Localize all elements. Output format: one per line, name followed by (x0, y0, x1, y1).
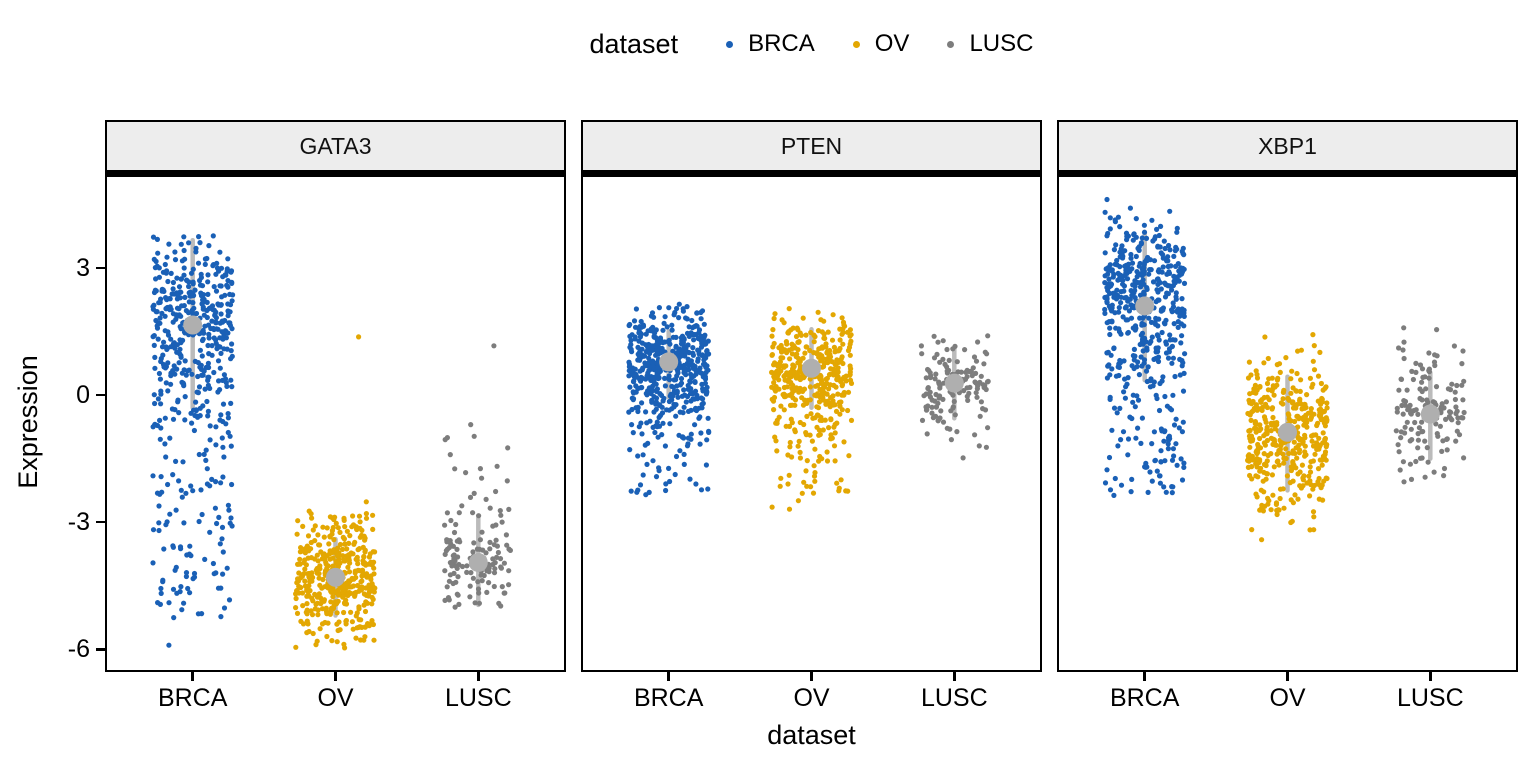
jitter-points-LUSC (918, 333, 991, 461)
x-tick-label: OV (317, 684, 354, 712)
jitter-points-BRCA (150, 233, 236, 648)
x-tick-label: BRCA (1109, 684, 1180, 712)
mean-point-LUSC (1420, 404, 1440, 424)
y-tick-label: 0 (76, 381, 90, 409)
x-tick-label: LUSC (444, 684, 512, 712)
mean-point-OV (1278, 422, 1297, 442)
y-tick-mark (96, 520, 105, 524)
y-tick-label: 3 (76, 253, 90, 282)
panel-canvas (626, 301, 991, 512)
y-tick-label: -6 (67, 635, 90, 664)
x-tick-mark (810, 672, 813, 681)
y-tick-label: -3 (67, 508, 90, 537)
legend-item-BRCA: BRCA (726, 30, 815, 58)
mean-point-LUSC (944, 373, 964, 393)
panel-canvas (150, 233, 513, 651)
panel-XBP1 (1057, 172, 1518, 672)
mean-point-OV (326, 567, 345, 587)
jitter-points-BRCA (1102, 196, 1188, 498)
x-tick-mark (334, 672, 337, 681)
legend-key-dot (947, 40, 955, 48)
x-axis-title: dataset (767, 720, 856, 750)
y-tick-mark (96, 266, 105, 270)
legend-items: BRCA OV LUSC (726, 30, 1033, 58)
legend-key-dot (726, 40, 734, 48)
panel-GATA3 (105, 172, 566, 672)
legend-title: dataset (589, 28, 679, 59)
facet-strip-GATA3: GATA3 (105, 120, 566, 172)
x-tick-mark (953, 672, 956, 681)
x-tick-mark (1429, 672, 1432, 681)
jitter-points-OV (293, 334, 378, 651)
mean-point-BRCA (1135, 296, 1155, 316)
x-tick-label: OV (793, 684, 830, 712)
facet-strip-XBP1: XBP1 (1057, 120, 1518, 172)
x-tick-mark (1143, 672, 1146, 681)
legend-item-OV: OV (852, 30, 910, 58)
mean-point-BRCA (659, 352, 679, 372)
facet-strip-PTEN: PTEN (581, 120, 1042, 172)
x-tick-mark (477, 672, 480, 681)
x-tick-label: OV (1269, 684, 1306, 712)
x-tick-label: BRCA (157, 684, 228, 712)
x-tick-mark (191, 672, 194, 681)
jitter-points-OV (1245, 332, 1330, 543)
y-tick-mark (96, 648, 105, 651)
x-tick-label: BRCA (633, 684, 704, 712)
x-tick-mark (1286, 672, 1289, 681)
mean-point-BRCA (183, 315, 203, 335)
x-tick-label: LUSC (1396, 684, 1464, 712)
x-tick-label: LUSC (920, 684, 988, 712)
mean-point-LUSC (468, 552, 488, 572)
facet-strip-label: PTEN (780, 132, 843, 159)
legend: dataset BRCA OV LUSC (105, 14, 1518, 74)
x-tick-mark (667, 672, 670, 681)
legend-item-label: LUSC (969, 30, 1034, 57)
mean-point-OV (802, 358, 821, 378)
legend-item-label: OV (874, 30, 910, 57)
facet-strip-label: XBP1 (1258, 132, 1317, 159)
jitter-points-LUSC (442, 343, 513, 610)
legend-key-dot (852, 40, 860, 48)
panel-canvas (1102, 196, 1467, 543)
legend-item-LUSC: LUSC (947, 30, 1033, 58)
legend-item-label: BRCA (748, 30, 815, 57)
panel-PTEN (581, 172, 1042, 672)
jitter-points-BRCA (626, 301, 712, 498)
y-tick-mark (96, 393, 105, 397)
facet-strip-label: GATA3 (299, 132, 372, 159)
